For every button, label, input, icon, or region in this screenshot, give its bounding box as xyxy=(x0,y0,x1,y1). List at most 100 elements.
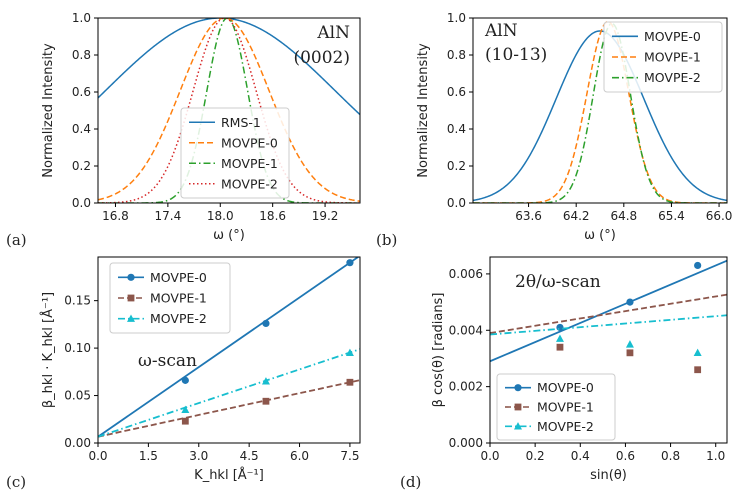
axes-frame xyxy=(472,17,728,204)
series-movpe-1-point xyxy=(694,366,702,374)
x-axis-label: sin(θ) xyxy=(590,468,627,483)
legend-entry-label: MOVPE-2 xyxy=(150,311,207,326)
series-movpe-2-line xyxy=(98,18,360,203)
series-movpe-1-point xyxy=(556,343,564,351)
legend-marker xyxy=(514,422,522,430)
x-tick-label: 17.4 xyxy=(155,209,182,223)
x-tick-label: 19.2 xyxy=(312,209,339,223)
plot-area xyxy=(98,257,360,438)
x-tick-label: 0.4 xyxy=(571,449,590,463)
legend-entry-label: MOVPE-1 xyxy=(221,156,278,171)
y-tick-label: 0.10 xyxy=(64,341,91,355)
x-tick-label: 0.0 xyxy=(480,449,499,463)
series-movpe-0-line xyxy=(98,18,360,202)
legend: RMS-1 MOVPE-0 MOVPE-1 MOVPE-2 xyxy=(180,107,290,199)
legend: MOVPE-0 MOVPE-1 MOVPE-2 xyxy=(603,21,723,93)
y-axis-label: Normalized Intensity xyxy=(41,43,56,178)
panel-1: 16.8 17.4 18.0 18.6 19.2 0.0 0.2 0.4 0.6 0.8 1.0 ω … xyxy=(6,11,361,249)
panel-3: 0.0 1.5 3.0 4.5 6.0 7.5 0.00 0.05 0.10 0.15 K_hkl … xyxy=(6,256,361,491)
x-axis-label: ω (°) xyxy=(213,228,245,243)
x-tick-label: 6.0 xyxy=(290,449,309,463)
x-tick-label: 63.6 xyxy=(515,209,542,223)
panel-annotation: (10-13) xyxy=(485,45,547,65)
panel-4: 0.0 0.2 0.4 0.6 0.8 1.0 0.000 0.002 0.004 0.006 si… xyxy=(400,256,728,491)
legend-box xyxy=(603,21,723,93)
series-movpe-0-point xyxy=(346,259,354,267)
series-movpe-1-point xyxy=(262,397,270,405)
y-tick-label: 0.000 xyxy=(449,436,483,450)
legend: MOVPE-0 MOVPE-1 MOVPE-2 xyxy=(109,262,231,334)
legend-marker xyxy=(514,384,522,392)
legend-entry-label: MOVPE-2 xyxy=(644,70,701,85)
series-movpe-0-line xyxy=(473,30,727,202)
legend-entry-label: MOVPE-0 xyxy=(221,135,278,150)
series-movpe-0-fit-line xyxy=(490,259,727,363)
x-tick-label: 64.8 xyxy=(610,209,637,223)
y-axis-label: β_hkl · K_hkl [Å⁻¹] xyxy=(40,292,56,408)
legend-entry-label: RMS-1 xyxy=(221,115,261,130)
x-axis-label: ω (°) xyxy=(584,228,616,243)
legend-marker xyxy=(514,403,522,411)
panel-annotation: 2θ/ω-scan xyxy=(515,272,601,292)
series-movpe-2-point xyxy=(555,334,564,342)
x-tick-label: 0.6 xyxy=(616,449,635,463)
y-tick-label: 0.006 xyxy=(449,267,483,281)
legend-entry-label: MOVPE-1 xyxy=(150,291,207,306)
y-axis-label: Normalized Intensity xyxy=(416,43,431,178)
plot-area xyxy=(490,259,727,374)
series-movpe-0-fit-line xyxy=(98,257,360,438)
legend-entry-label: MOVPE-0 xyxy=(537,380,594,395)
x-tick-label: 1.5 xyxy=(139,449,158,463)
legend-entry-label: MOVPE-0 xyxy=(644,29,701,44)
x-tick-label: 18.0 xyxy=(207,209,234,223)
series-movpe-1-point xyxy=(346,378,354,386)
panel-letter: (a) xyxy=(6,231,27,249)
legend-entry-label: MOVPE-1 xyxy=(644,50,701,65)
y-tick-label: 0.2 xyxy=(72,159,91,173)
y-tick-label: 0.8 xyxy=(72,48,91,62)
series-movpe-2-point xyxy=(693,348,702,357)
legend-entry-label: MOVPE-2 xyxy=(221,176,278,191)
panel-letter: (d) xyxy=(400,473,421,491)
y-tick-label: 1.0 xyxy=(72,11,91,25)
x-tick-label: 0.8 xyxy=(661,449,680,463)
series-movpe-1-fit-line xyxy=(98,379,360,438)
x-tick-label: 3.0 xyxy=(189,449,208,463)
series-movpe-0-point xyxy=(556,323,564,332)
legend-box xyxy=(180,107,290,199)
x-tick-label: 64.2 xyxy=(563,209,590,223)
legend-marker xyxy=(127,273,135,281)
series-movpe-0-point xyxy=(262,319,270,328)
x-tick-label: 0.2 xyxy=(526,449,545,463)
x-tick-label: 4.5 xyxy=(240,449,259,463)
panel-annotation: AlN xyxy=(484,21,518,41)
series-movpe-2-fit-line xyxy=(490,314,727,336)
y-tick-label: 0.00 xyxy=(64,436,91,450)
series-movpe-0-point xyxy=(626,298,634,306)
y-tick-label: 0.6 xyxy=(72,85,91,99)
x-tick-label: 65.4 xyxy=(658,209,685,223)
y-tick-label: 0.15 xyxy=(64,294,91,308)
series-movpe-2-fit-line xyxy=(98,348,360,438)
axes-frame xyxy=(489,256,728,444)
x-tick-label: 0.0 xyxy=(88,449,107,463)
series-movpe-2-point xyxy=(261,377,270,385)
legend-marker xyxy=(127,294,135,302)
series-movpe-2-point xyxy=(625,340,634,348)
y-tick-label: 0.002 xyxy=(449,380,483,394)
series-movpe-2-point xyxy=(345,348,354,357)
y-tick-label: 0.6 xyxy=(447,85,466,99)
y-axis-label: β cos(θ) [radians] xyxy=(431,293,446,408)
panel-annotation: (0002) xyxy=(293,48,350,68)
series-movpe-0-point xyxy=(694,261,702,270)
y-tick-label: 0.2 xyxy=(447,159,466,173)
panel-2: 63.6 64.2 64.8 65.4 66.0 0.0 0.2 0.4 0.6 0.8 1.0 ω … xyxy=(376,11,732,249)
y-tick-label: 0.4 xyxy=(447,122,466,136)
axes-frame xyxy=(97,17,361,204)
legend-entry-label: MOVPE-0 xyxy=(150,270,207,285)
y-tick-label: 0.0 xyxy=(447,196,466,210)
x-tick-label: 66.0 xyxy=(706,209,733,223)
panel-annotation: ω-scan xyxy=(138,351,197,371)
panel-annotation: AlN xyxy=(316,23,350,43)
